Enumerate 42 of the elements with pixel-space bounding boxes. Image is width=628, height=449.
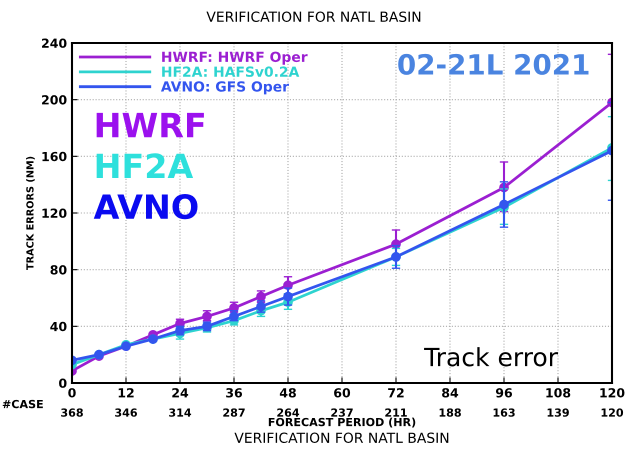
text: 120 (602, 408, 624, 417)
x-tick-label: 12 (118, 388, 134, 398)
annotation: Track error (424, 347, 558, 366)
y-tick-label: 240 (42, 38, 67, 48)
x-tick-label: 96 (496, 388, 512, 398)
text: VERIFICATION FOR NATL BASIN (234, 432, 448, 444)
y-axis-title: TRACK ERRORS (NM) (26, 156, 35, 270)
legend-label: HWRF: HWRF Oper (162, 52, 308, 65)
x-tick-label: 120 (600, 388, 624, 398)
x-axis-title: FORECAST PERIOD (HR) (268, 418, 416, 428)
text: 188 (440, 408, 461, 417)
annotation: HWRF (96, 112, 204, 138)
text: 287 (223, 408, 245, 417)
text: 139 (548, 408, 569, 417)
chart-title: VERIFICATION FOR NATL BASIN (206, 11, 420, 22)
x-tick-label: 60 (334, 388, 350, 398)
x-tick-label: 48 (280, 388, 296, 398)
x-tick-label: 108 (546, 388, 570, 398)
x-tick-label: 72 (388, 388, 404, 398)
y-tick-label: 120 (42, 208, 67, 218)
text: 368 (61, 408, 83, 417)
x-tick-label: 36 (226, 388, 242, 398)
legend-label: AVNO: GFS Oper (160, 81, 289, 94)
text: #CASE (2, 400, 43, 408)
annotation: HF2A (96, 153, 194, 178)
text: 237 (331, 408, 353, 417)
y-tick-label: 40 (50, 322, 67, 332)
y-tick-label: 80 (50, 265, 67, 275)
legend-label: HF2A: HAFSv0.2A (162, 66, 300, 77)
y-tick-label: 0 (59, 378, 67, 388)
text: 314 (169, 408, 192, 417)
x-tick-label: 0 (68, 388, 76, 398)
text: 211 (385, 408, 407, 417)
text: 163 (494, 408, 515, 417)
y-tick-label: 200 (42, 95, 67, 105)
text: 264 (277, 408, 300, 417)
y-tick-label: 160 (42, 152, 67, 162)
x-tick-label: 24 (172, 388, 188, 398)
annotation: AVNO (94, 194, 198, 220)
text: 346 (115, 408, 137, 417)
annotation: 02-21L 2021 (398, 54, 588, 75)
x-tick-label: 84 (442, 388, 458, 398)
